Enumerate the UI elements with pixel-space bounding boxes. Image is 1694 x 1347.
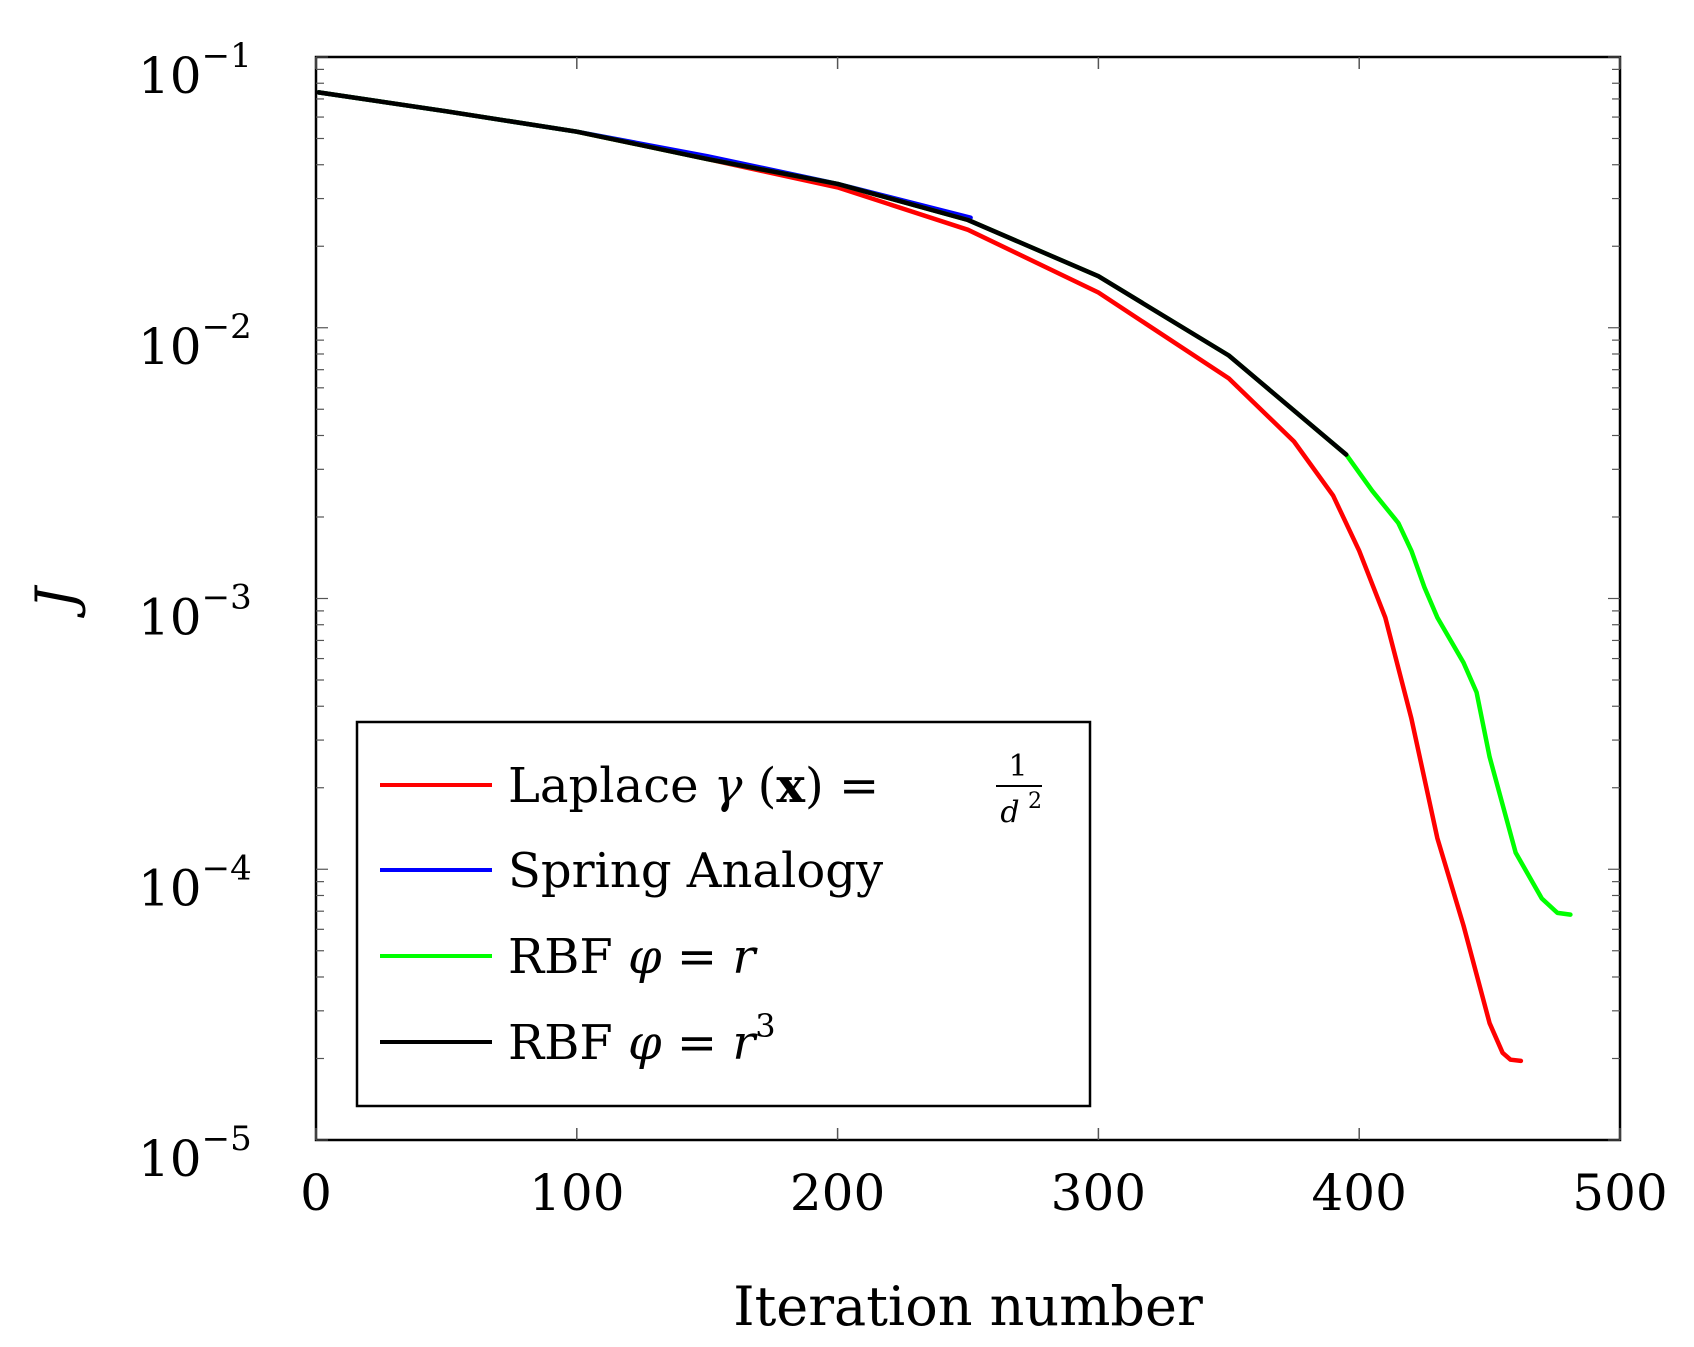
y-axis-label: J [24, 584, 87, 619]
y-tick-label: 10−4 [138, 848, 252, 917]
y-tick-label: 10−1 [138, 36, 252, 105]
y-tick-labels: 10−1 10−2 10−3 10−4 10−5 [138, 36, 252, 1188]
legend-fraction: 1 d 2 [996, 749, 1042, 830]
y-tick-label: 10−5 [138, 1119, 252, 1188]
x-tick-label: 300 [1051, 1164, 1146, 1222]
fraction-denominator-exp: 2 [1028, 789, 1042, 814]
legend-label-laplace: Laplace γ (x) = [508, 758, 879, 814]
fraction-denominator: d [1000, 795, 1019, 830]
x-tick-label: 500 [1572, 1164, 1667, 1222]
legend-label-rbf-r: RBF φ = r [508, 929, 758, 985]
x-tick-label: 100 [529, 1164, 624, 1222]
series-line-4 [316, 90, 1349, 457]
x-axis-label: Iteration number [733, 1275, 1203, 1338]
x-tick-labels: 0 100 200 300 400 500 [300, 1164, 1668, 1222]
x-tick-label: 400 [1311, 1164, 1406, 1222]
x-tick-label: 0 [300, 1164, 332, 1222]
x-tick-label: 200 [790, 1164, 885, 1222]
legend-label-rbf-r3: RBF φ = r3 [508, 1007, 776, 1071]
legend: Laplace γ (x) = 1 d 2 Spring Analogy RBF… [355, 720, 1092, 1108]
fraction-numerator: 1 [1008, 749, 1027, 784]
y-tick-label: 10−2 [138, 307, 252, 376]
legend-label-spring: Spring Analogy [508, 843, 883, 899]
axis-ticks [315, 56, 1621, 1141]
plot-lines [316, 90, 1573, 1064]
y-tick-label: 10−3 [138, 578, 252, 647]
